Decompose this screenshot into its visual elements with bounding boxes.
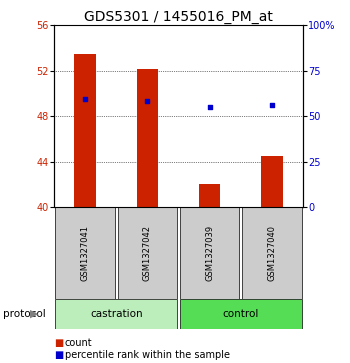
Text: GSM1327039: GSM1327039 — [205, 225, 214, 281]
Point — [145, 98, 150, 104]
Point — [269, 102, 274, 108]
Text: ▶: ▶ — [30, 309, 38, 319]
Bar — [118, 207, 177, 299]
Bar — [75, 54, 96, 207]
Point — [207, 104, 212, 110]
Text: GSM1327042: GSM1327042 — [143, 225, 152, 281]
Text: count: count — [65, 338, 92, 348]
Text: protocol: protocol — [4, 309, 46, 319]
Title: GDS5301 / 1455016_PM_at: GDS5301 / 1455016_PM_at — [84, 11, 273, 24]
Bar — [199, 184, 220, 207]
Bar — [242, 207, 301, 299]
Text: GSM1327040: GSM1327040 — [267, 225, 276, 281]
Bar — [180, 299, 301, 329]
Bar — [136, 69, 158, 207]
Bar — [56, 207, 115, 299]
Text: control: control — [223, 309, 259, 319]
Text: ■: ■ — [54, 350, 63, 360]
Text: percentile rank within the sample: percentile rank within the sample — [65, 350, 230, 360]
Bar — [180, 207, 239, 299]
Point — [83, 96, 88, 102]
Text: GSM1327041: GSM1327041 — [81, 225, 90, 281]
Text: castration: castration — [90, 309, 143, 319]
Text: ■: ■ — [54, 338, 63, 348]
Bar — [261, 156, 282, 207]
Bar — [56, 299, 177, 329]
